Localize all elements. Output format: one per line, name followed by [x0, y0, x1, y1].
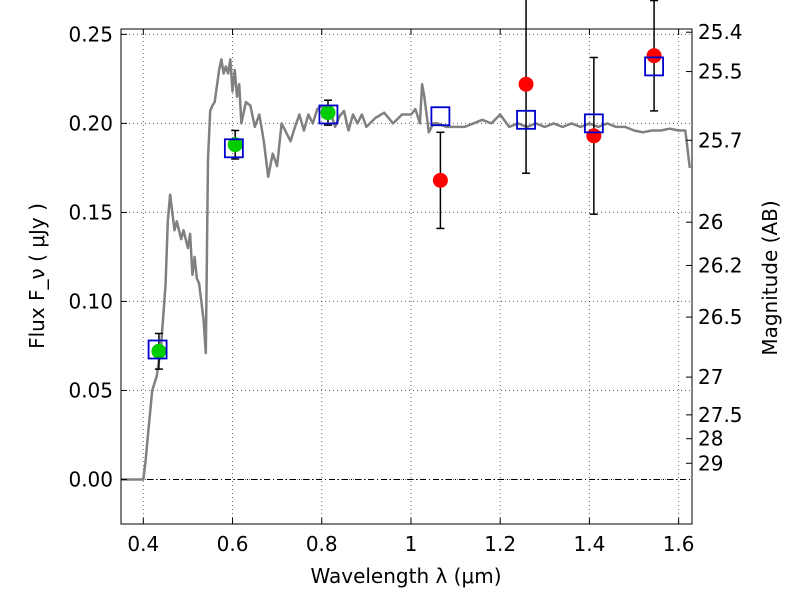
x-axis-title-text: Wavelength λ (μm)	[310, 564, 501, 588]
green-point	[151, 343, 167, 359]
model-square-marker	[223, 138, 244, 159]
y-tick-label: 0.15	[68, 200, 113, 224]
right-tick-label: 25.4	[698, 20, 743, 44]
x-axis-ticks: 0.4 0.6 0.8 1 1.2 1.4 1.6	[127, 29, 695, 556]
model-square-marker	[516, 109, 536, 130]
right-tick-label: 25.5	[698, 60, 743, 84]
grid-lines	[121, 29, 692, 524]
right-tick-label: 26.5	[698, 305, 743, 329]
right-tick-label: 26.2	[698, 253, 743, 277]
green-point	[227, 137, 243, 153]
x-tick-label: 1.2	[484, 532, 516, 556]
y-tick-label: 0.25	[68, 22, 113, 46]
x-tick-label: 0.6	[217, 532, 249, 556]
right-tick-label: 27.5	[698, 403, 743, 427]
y-axis-title-text: Flux F_ν ( μJy )	[25, 203, 49, 349]
y-tick-label: 0.05	[68, 378, 113, 402]
model-square-marker	[430, 106, 451, 127]
model-square-marker	[644, 56, 664, 77]
right-axis-title-text: Magnitude (AB)	[758, 200, 782, 355]
right-tick-label: 26	[698, 210, 723, 234]
y-tick-label: 0.10	[68, 289, 113, 313]
red-point	[518, 76, 534, 92]
model-square-marker	[147, 339, 168, 360]
model-square-marker	[318, 104, 339, 125]
x-tick-label: 1	[405, 532, 418, 556]
right-tick-label: 25.7	[698, 128, 743, 152]
right-axis-title: Magnitude (AB)	[758, 200, 782, 355]
plot-frame	[120, 28, 693, 525]
right-tick-label: 27	[698, 365, 723, 389]
error-bar-group	[154, 0, 659, 370]
green-point	[320, 105, 336, 121]
x-tick-label: 1.6	[663, 532, 695, 556]
spectrum-line-group	[121, 58, 692, 481]
right-tick-label: 29	[698, 451, 723, 475]
y-tick-label: 0.20	[68, 111, 113, 135]
model-square-marker	[583, 113, 604, 134]
y-axis-title: Flux F_ν ( μJy )	[25, 203, 49, 349]
x-tick-label: 0.4	[127, 532, 159, 556]
y-tick-label: 0.00	[68, 467, 113, 491]
red-point	[646, 48, 662, 64]
x-tick-label: 1.4	[573, 532, 605, 556]
spectrum-line	[121, 58, 692, 481]
red-point	[432, 172, 448, 188]
data-marker-group	[147, 48, 664, 360]
x-axis-title: Wavelength λ (μm)	[310, 564, 501, 588]
y-axis-ticks: 0.00 0.05 0.10 0.15 0.20 0.25	[68, 22, 127, 491]
right-tick-label: 28	[698, 427, 723, 451]
x-tick-label: 0.8	[306, 532, 338, 556]
red-point	[586, 128, 602, 144]
